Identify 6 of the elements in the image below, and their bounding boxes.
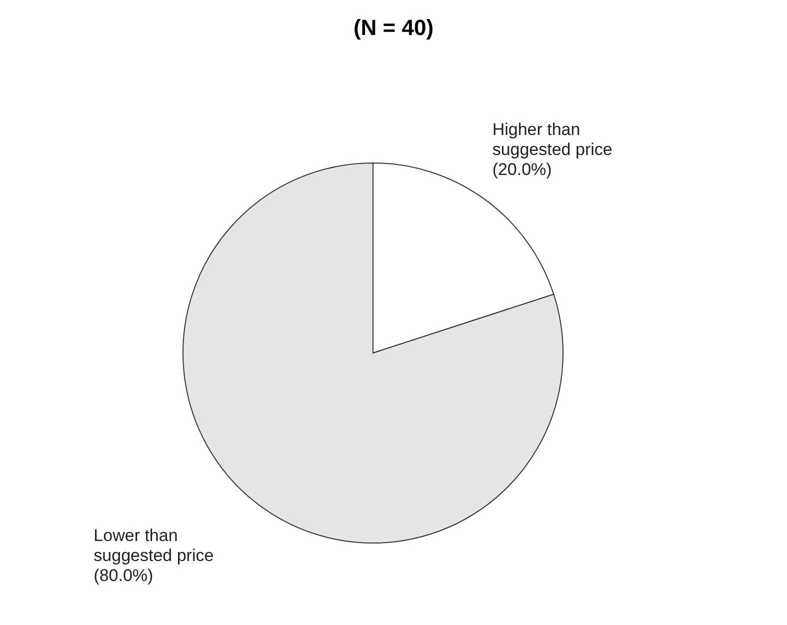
data-label: (80.0%) [94, 566, 154, 585]
slice-label: Higher than suggested price [492, 120, 612, 160]
slice-label: Lower than suggested price [94, 526, 214, 565]
chart-title: (N = 40) [352, 14, 435, 42]
pie-slice [182, 162, 564, 544]
data-label: (20.0%) [492, 160, 552, 180]
